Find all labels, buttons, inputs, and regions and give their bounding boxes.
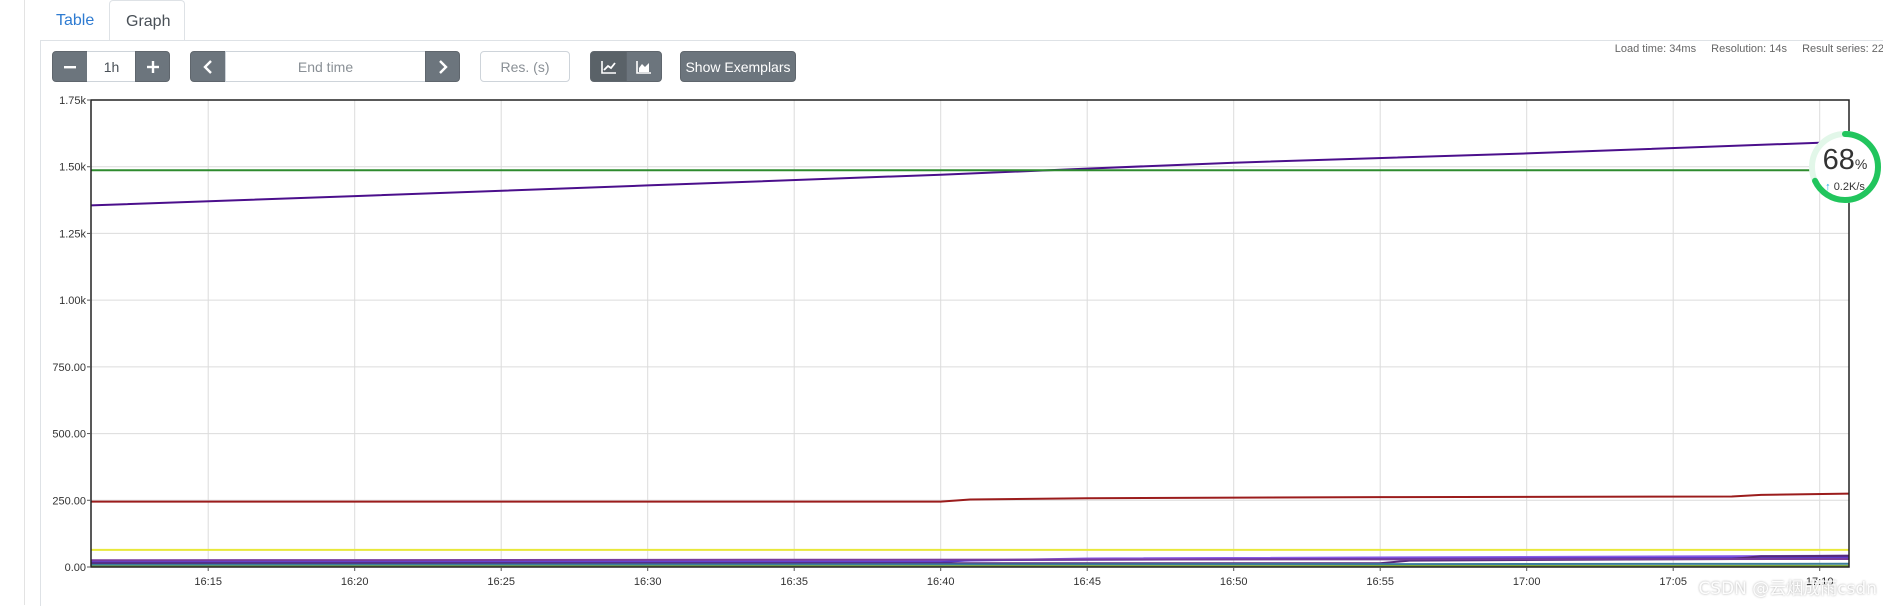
load-time: Load time: 34ms (1614, 43, 1697, 55)
previous-time-button[interactable] (190, 51, 226, 82)
resolution-input[interactable]: Res. (s) (480, 51, 570, 82)
area-chart-icon (636, 60, 651, 74)
x-tick-label: 16:55 (1366, 576, 1394, 588)
x-tick-label: 17:05 (1659, 576, 1687, 588)
x-tick-label: 16:25 (487, 576, 515, 588)
resolution-stat: Resolution: 14s (1711, 43, 1787, 55)
result-series-count: Result series: 22 (1802, 43, 1883, 55)
tab-table[interactable]: Table (56, 12, 95, 29)
unstacked-lines-button[interactable] (590, 51, 627, 82)
minus-icon (64, 65, 76, 68)
series-line-8[interactable] (90, 558, 1850, 562)
gauge-percent: 68% (1822, 144, 1868, 176)
series-lines (90, 141, 1850, 568)
decrease-range-button[interactable] (52, 51, 88, 82)
y-axis-ticks: 0.00 250.00 500.00 750.00 1.00k 1.25k 1.50k 1.7… (52, 95, 91, 574)
y-tick-label: 500.00 (52, 429, 86, 441)
next-time-button[interactable] (425, 51, 460, 82)
csdn-watermark: CSDN @云烟成雨csdn (1698, 579, 1877, 599)
query-stats: Load time: 34ms Resolution: 14s Result s… (1603, 43, 1883, 55)
x-tick-label: 16:45 (1073, 576, 1101, 588)
y-tick-label: 250.00 (52, 495, 86, 507)
chevron-left-icon (203, 59, 212, 74)
plus-icon (146, 60, 159, 73)
y-tick-label: 1.50k (59, 162, 86, 174)
network-gauge-widget[interactable]: 68% ↑ 0.2K/s (1808, 130, 1882, 204)
y-tick-label: 0.00 (65, 562, 86, 574)
x-axis-ticks: 16:15 16:20 16:25 16:30 16:35 16:40 16:45 16:50… (194, 567, 1833, 588)
arrow-up-icon: ↑ (1825, 181, 1831, 193)
y-tick-label: 1.75k (59, 95, 86, 107)
series-line-9[interactable] (90, 562, 1850, 566)
increase-range-button[interactable] (135, 51, 170, 82)
x-tick-label: 16:50 (1220, 576, 1248, 588)
stacked-area-button[interactable] (626, 51, 662, 82)
y-tick-label: 1.25k (59, 228, 86, 240)
series-line-3[interactable] (91, 492, 1850, 503)
x-tick-label: 17:00 (1513, 576, 1541, 588)
graph-panel: Load time: 34ms Resolution: 14s Result s… (40, 40, 1883, 606)
gauge-rate: ↑ 0.2K/s (1825, 181, 1865, 193)
plot-frame (90, 99, 1850, 568)
show-exemplars-button[interactable]: Show Exemplars (680, 51, 796, 82)
x-tick-label: 17:10 (1806, 576, 1834, 588)
gauge-ring (1809, 131, 1881, 203)
page-left-border (24, 0, 25, 605)
gauge-progress-arc (1809, 131, 1881, 203)
x-tick-label: 16:35 (780, 576, 808, 588)
y-tick-label: 750.00 (52, 362, 86, 374)
x-tick-label: 16:20 (341, 576, 369, 588)
chevron-right-icon (438, 59, 448, 74)
y-tick-label: 1.00k (59, 295, 86, 307)
x-tick-label: 16:15 (194, 576, 222, 588)
end-time-input[interactable]: End time (225, 51, 426, 82)
x-tick-label: 16:30 (634, 576, 662, 588)
range-input[interactable]: 1h (87, 51, 136, 82)
line-chart-icon (600, 60, 616, 74)
x-tick-label: 16:40 (927, 576, 955, 588)
series-line-1[interactable] (90, 141, 1820, 207)
tab-graph[interactable]: Graph (109, 0, 185, 41)
